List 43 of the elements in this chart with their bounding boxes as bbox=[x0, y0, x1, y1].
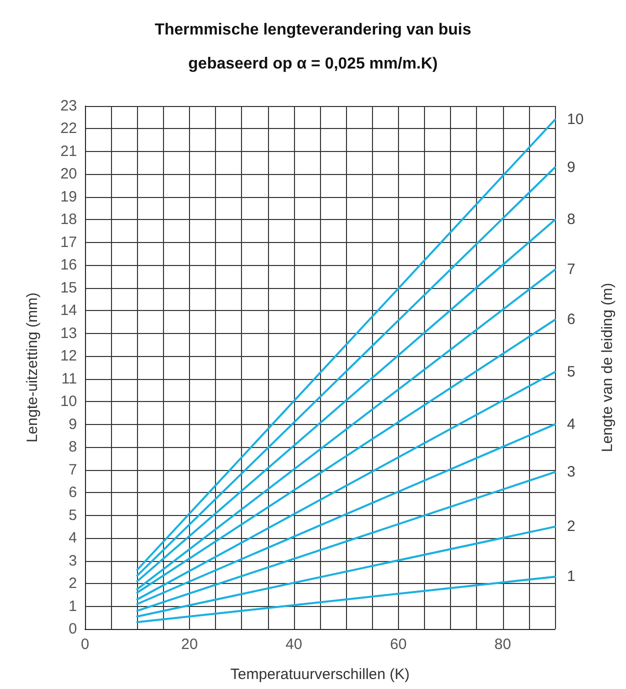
series-label: 4 bbox=[567, 416, 576, 433]
y-tick-label: 9 bbox=[68, 416, 77, 433]
y-tick-label: 2 bbox=[68, 575, 77, 592]
x-tick-label: 60 bbox=[390, 636, 407, 653]
x-axis-title: Temperatuurverschillen (K) bbox=[230, 666, 410, 683]
x-tick-label: 80 bbox=[494, 636, 512, 653]
y2-axis-title: Lengte van de leiding (m) bbox=[599, 282, 616, 452]
series-label: 1 bbox=[567, 568, 576, 586]
y-tick-label: 10 bbox=[60, 393, 77, 410]
y-tick-label: 12 bbox=[60, 348, 77, 365]
y-tick-label: 18 bbox=[60, 211, 77, 228]
y-tick-label: 22 bbox=[60, 120, 77, 138]
series-label: 2 bbox=[567, 518, 576, 536]
x-tick-label: 0 bbox=[80, 636, 90, 653]
chart-title: Thermmische lengteverandering van buis gebaseerd op α = 0,025 mm/m.K) bbox=[154, 22, 472, 72]
x-tick-label: 40 bbox=[286, 636, 302, 653]
y-tick-label: 20 bbox=[60, 166, 77, 183]
series-label: 3 bbox=[567, 464, 576, 481]
y-tick-label: 14 bbox=[60, 302, 77, 320]
series-label: 9 bbox=[567, 158, 576, 176]
series-label: 7 bbox=[567, 261, 576, 278]
x-tick-label: 20 bbox=[181, 636, 198, 653]
y-tick-label: 15 bbox=[60, 279, 77, 296]
y-tick-label: 0 bbox=[68, 620, 77, 638]
series-label: 5 bbox=[567, 364, 576, 381]
y-axis-title: Lengte-uitzetting (mm) bbox=[24, 292, 41, 443]
y-tick-label: 16 bbox=[60, 256, 77, 274]
series-label: 6 bbox=[567, 311, 576, 328]
y-tick-label: 3 bbox=[68, 552, 77, 570]
y-tick-label: 1 bbox=[68, 598, 77, 615]
y-tick-label: 23 bbox=[60, 98, 77, 114]
series-label: 8 bbox=[567, 211, 576, 228]
y-tick-label: 6 bbox=[68, 484, 77, 502]
y-tick-label: 19 bbox=[60, 188, 77, 206]
y-tick-label: 8 bbox=[68, 438, 77, 456]
y-tick-label: 7 bbox=[68, 461, 77, 478]
y-tick-label: 5 bbox=[68, 506, 77, 524]
y-tick-label: 11 bbox=[61, 370, 77, 388]
series-label: 10 bbox=[567, 111, 584, 128]
y-tick-label: 17 bbox=[60, 234, 77, 251]
y-tick-label: 4 bbox=[68, 530, 77, 547]
y-tick-label: 13 bbox=[60, 324, 77, 342]
y-tick-label: 21 bbox=[60, 142, 77, 160]
